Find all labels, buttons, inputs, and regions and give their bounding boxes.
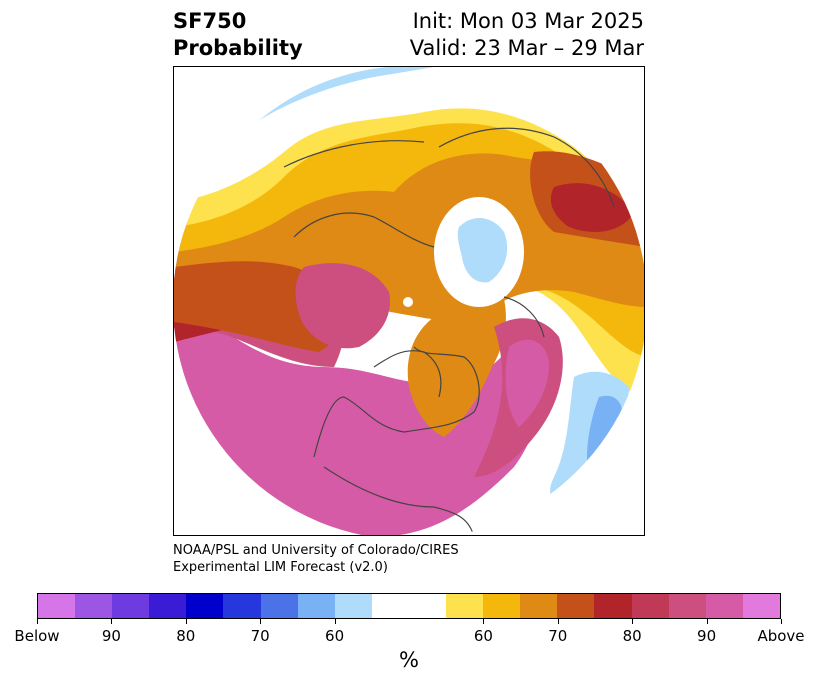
- credit-line-1: NOAA/PSL and University of Colorado/CIRE…: [173, 543, 459, 558]
- region-above-70: [174, 151, 644, 352]
- colorbar-swatch: [297, 594, 335, 618]
- region-above-mid-west: [295, 263, 390, 349]
- region-above-80-ne: [550, 183, 634, 232]
- colorbar-swatch: [334, 594, 372, 618]
- colorbar-tick-mark: [557, 619, 559, 624]
- product-name: Probability: [173, 36, 303, 60]
- valid-range: Valid: 23 Mar – 29 Mar: [409, 36, 644, 60]
- colorbar-tick-label: 80: [176, 627, 196, 645]
- colorbar-tick-label: 60: [473, 627, 493, 645]
- colorbar-swatch: [186, 594, 224, 618]
- map-panel: [173, 66, 645, 536]
- colorbar-tick-label: 70: [250, 627, 270, 645]
- colorbar-swatch: [594, 594, 632, 618]
- colorbar-swatch: [705, 594, 743, 618]
- colorbar-swatch: [408, 594, 447, 618]
- colorbar-swatch: [631, 594, 669, 618]
- colorbar-swatch: [520, 594, 558, 618]
- region-above-high: [174, 297, 545, 535]
- colorbar-tick-mark: [334, 619, 336, 624]
- chart-title-left: SF750 Probability: [173, 8, 303, 62]
- colorbar-swatch: [557, 594, 595, 618]
- colorbar-tick-mark: [185, 619, 187, 624]
- colorbar-tick-mark: [483, 619, 485, 624]
- colorbar-swatch: [371, 594, 409, 618]
- colorbar-swatch: [112, 594, 150, 618]
- colorbar-tick-mark: [632, 619, 634, 624]
- colorbar-tick-mark: [111, 619, 113, 624]
- pole-marker: [403, 297, 413, 307]
- colorbar-swatch: [668, 594, 706, 618]
- colorbar-swatch: [149, 594, 187, 618]
- variable-name: SF750: [173, 9, 247, 33]
- colorbar-units: %: [399, 648, 419, 672]
- colorbar-tick-mark: [37, 619, 38, 624]
- colorbar-swatch: [223, 594, 261, 618]
- colorbar-tick-label: Above: [757, 627, 805, 645]
- colorbar-swatch: [75, 594, 113, 618]
- colorbar-tick-label: 60: [325, 627, 345, 645]
- colorbar: [37, 593, 781, 619]
- probability-map: [174, 67, 644, 535]
- colorbar-swatch: [483, 594, 521, 618]
- colorbar-swatch: [260, 594, 298, 618]
- chart-title-right: Init: Mon 03 Mar 2025 Valid: 23 Mar – 29…: [410, 8, 644, 62]
- colorbar-swatch: [446, 594, 484, 618]
- credit-text: NOAA/PSL and University of Colorado/CIRE…: [173, 542, 459, 576]
- coastlines: [283, 127, 615, 535]
- colorbar-tick-label: 70: [548, 627, 568, 645]
- colorbar-tick-label: 80: [622, 627, 642, 645]
- colorbar-tick-label: 90: [101, 627, 121, 645]
- colorbar-swatch: [742, 594, 780, 618]
- region-below-55-arctic: [457, 217, 508, 283]
- colorbar-tick-mark: [706, 619, 708, 624]
- colorbar-tick-label: Below: [14, 627, 60, 645]
- credit-line-2: Experimental LIM Forecast (v2.0): [173, 560, 388, 575]
- region-above-65-pacific: [407, 298, 506, 437]
- colorbar-swatch: [38, 594, 76, 618]
- region-above-high-east: [505, 339, 550, 427]
- colorbar-tick-mark: [781, 619, 782, 624]
- colorbar-tick-label: 90: [697, 627, 717, 645]
- colorbar-tick-mark: [260, 619, 262, 624]
- init-date: Init: Mon 03 Mar 2025: [412, 9, 644, 33]
